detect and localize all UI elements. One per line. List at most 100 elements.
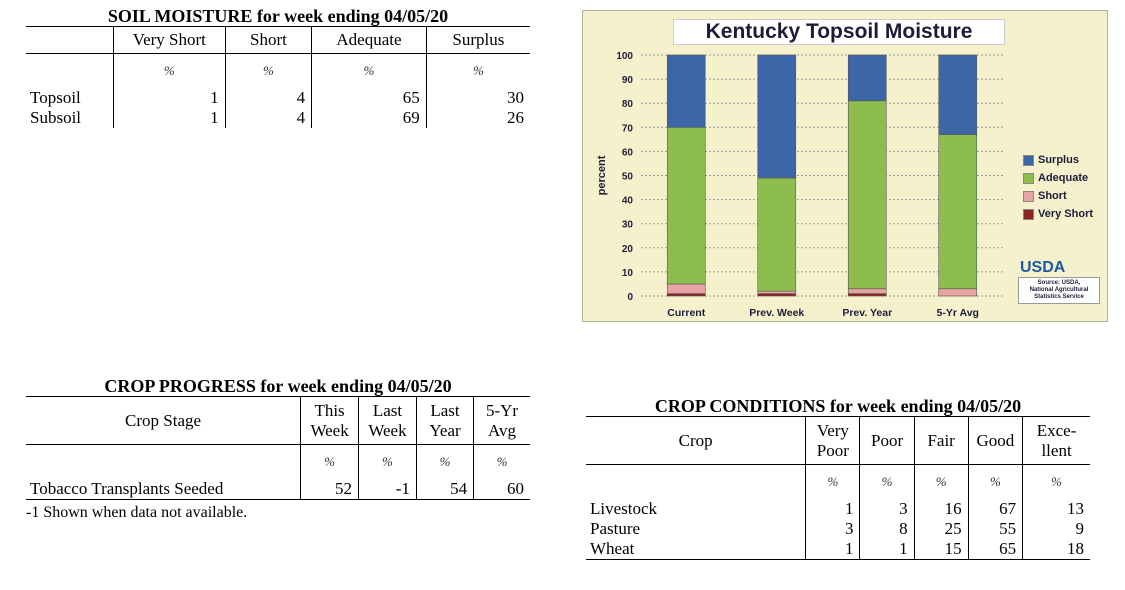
y-tick-label: 60 — [622, 147, 634, 158]
usda-logo: USDA Source: USDA, National Agricultural… — [1018, 259, 1100, 304]
y-tick-label: 90 — [622, 75, 634, 86]
cell-value: 30 — [425, 87, 530, 108]
progress-header-last-year: Last Year — [415, 396, 474, 445]
soil-moisture-table: Very Short Short Adequate Surplus % % % … — [26, 26, 530, 128]
unit-label: % — [224, 53, 312, 88]
cell-value: 8 — [859, 518, 915, 539]
unit-label: % — [967, 464, 1023, 499]
y-tick-label: 40 — [622, 196, 634, 207]
chart-source: Source: USDA, National Agricultural Stat… — [1018, 277, 1100, 304]
cell-value: 3 — [859, 498, 915, 519]
bar-segment — [847, 293, 887, 297]
crop-progress-table: Crop Stage This Week Last Week Last Year 5-… — [26, 396, 530, 500]
cell-value: 26 — [425, 107, 530, 128]
cell-value: 1 — [112, 107, 226, 128]
bar-segment — [938, 134, 978, 290]
y-tick-label: 70 — [622, 123, 634, 134]
table-row: Topsoil 1 4 65 30 — [26, 87, 530, 108]
x-tick-label: Prev. Week — [749, 307, 804, 319]
legend-swatch — [1023, 172, 1034, 184]
cell-value: 60 — [473, 478, 530, 499]
conditions-header-poor: Poor — [859, 416, 915, 465]
soil-header-short: Short — [224, 26, 312, 54]
progress-header-this-week: This Week — [300, 396, 359, 445]
topsoil-moisture-chart: 0 10 20 30 40 50 60 70 80 90 100 percent Current Prev… — [582, 10, 1108, 322]
legend-swatch — [1023, 190, 1034, 202]
x-tick-label: Prev. Year — [842, 307, 892, 319]
y-tick-label: 20 — [622, 244, 634, 255]
bar-segment — [757, 290, 797, 294]
usda-logo-text: USDA — [1020, 259, 1066, 276]
bar-segment — [757, 293, 797, 297]
row-label: Tobacco Transplants Seeded — [30, 478, 224, 498]
cell-value: 16 — [913, 498, 969, 519]
cell-value: 54 — [415, 478, 474, 499]
cell-value: 9 — [1022, 518, 1090, 539]
unit-label: % — [1022, 464, 1090, 499]
bar-segment — [666, 127, 706, 285]
progress-unit-row: % % % % — [26, 444, 530, 479]
unit-label: % — [112, 53, 226, 88]
soil-moisture-section: SOIL MOISTURE for week ending 04/05/20 V… — [26, 6, 530, 128]
soil-header-very-short: Very Short — [112, 26, 226, 54]
y-axis-label: percent — [596, 155, 608, 195]
crop-conditions-section: CROP CONDITIONS for week ending 04/05/20… — [586, 396, 1090, 560]
row-label: Wheat — [590, 538, 635, 558]
bar-segment — [666, 293, 706, 297]
cell-value: 3 — [805, 518, 860, 539]
cell-value: 15 — [913, 538, 969, 559]
legend-item: Short — [1023, 187, 1093, 205]
legend-item: Adequate — [1023, 169, 1093, 187]
legend-item: Very Short — [1023, 205, 1093, 223]
progress-header-5yr-avg: 5-Yr Avg — [473, 396, 530, 445]
cell-value: 65 — [967, 538, 1023, 559]
table-row: Pasture 3 8 25 55 9 — [586, 518, 1090, 539]
unit-label: % — [425, 53, 530, 88]
unit-label: % — [358, 444, 417, 479]
conditions-header-good: Good — [967, 416, 1023, 465]
y-tick-label: 100 — [616, 51, 633, 62]
crop-conditions-table: Crop Very Poor Poor Fair Good Exce-llent … — [586, 416, 1090, 560]
soil-moisture-title: SOIL MOISTURE for week ending 04/05/20 — [107, 6, 449, 26]
cell-value: 67 — [967, 498, 1023, 519]
cell-value: 1 — [805, 498, 860, 519]
bar-segment — [666, 54, 706, 128]
chart-legend: Surplus Adequate Short Very Short — [1023, 151, 1093, 223]
row-label: Pasture — [590, 518, 641, 538]
x-tick-label: Current — [667, 307, 705, 319]
conditions-header-excellent: Exce-llent — [1022, 416, 1090, 465]
row-label: Subsoil — [30, 107, 82, 127]
row-label: Topsoil — [30, 87, 81, 107]
cell-value: 13 — [1022, 498, 1090, 519]
crop-conditions-title: CROP CONDITIONS for week ending 04/05/20 — [654, 396, 1022, 416]
progress-header-row: Crop Stage This Week Last Week Last Year 5-… — [26, 396, 530, 445]
cell-value: 4 — [224, 107, 312, 128]
y-tick-label: 80 — [622, 99, 634, 110]
bar-segment — [757, 177, 797, 292]
bar-segment — [847, 54, 887, 102]
legend-swatch — [1023, 208, 1034, 220]
unit-label: % — [473, 444, 530, 479]
cell-value: 1 — [805, 538, 860, 559]
y-tick-label: 10 — [622, 268, 634, 279]
progress-header-crop-stage: Crop Stage — [125, 410, 202, 430]
crop-progress-section: CROP PROGRESS for week ending 04/05/20 C… — [26, 376, 530, 522]
progress-footnote: -1 Shown when data not available. — [26, 503, 248, 521]
y-tick-label: 50 — [622, 172, 634, 183]
x-tick-label: 5-Yr Avg — [937, 307, 979, 319]
bar-segment — [666, 283, 706, 294]
legend-item: Surplus — [1023, 151, 1093, 169]
soil-header-adequate: Adequate — [311, 26, 427, 54]
unit-label: % — [311, 53, 427, 88]
soil-header-surplus: Surplus — [425, 26, 530, 54]
legend-label: Short — [1038, 190, 1067, 202]
unit-label: % — [859, 464, 915, 499]
cell-value: 69 — [311, 107, 427, 128]
unit-label: % — [805, 464, 860, 499]
table-row: Wheat 1 1 15 65 18 — [586, 538, 1090, 559]
table-row: Subsoil 1 4 69 26 — [26, 107, 530, 128]
cell-value: 4 — [224, 87, 312, 108]
cell-value: 25 — [913, 518, 969, 539]
chart-title: Kentucky Topsoil Moisture — [673, 19, 1005, 45]
cell-value: 65 — [311, 87, 427, 108]
